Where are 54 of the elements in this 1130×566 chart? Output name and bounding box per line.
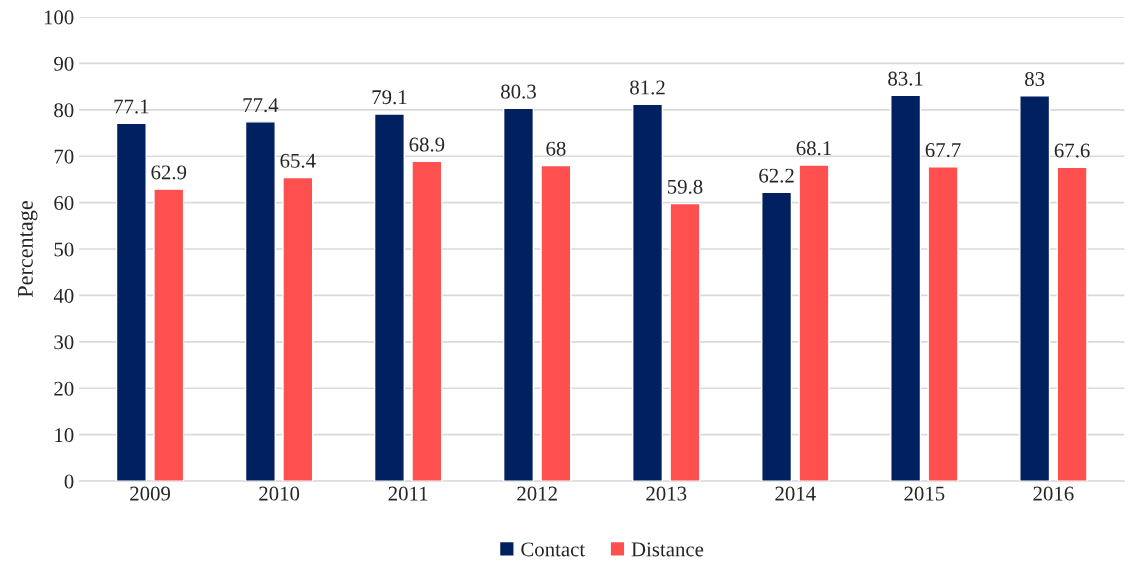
x-tick-label: 2011 (388, 486, 428, 501)
bar (1019, 95, 1051, 482)
data-label: 62.9 (151, 165, 187, 180)
y-tick-label: 50 (54, 242, 74, 257)
bar (244, 121, 276, 482)
bar (890, 94, 922, 482)
data-label: 79.1 (372, 90, 407, 105)
bar (1056, 166, 1088, 482)
data-label: 67.6 (1054, 143, 1090, 158)
y-tick-label: 90 (54, 56, 74, 71)
data-label: 77.1 (114, 99, 149, 114)
y-tick-label: 60 (54, 196, 74, 211)
data-label: 68.1 (796, 141, 831, 156)
x-tick-label: 2012 (517, 486, 557, 501)
x-tick-label: 2016 (1033, 486, 1074, 501)
x-tick-label: 2015 (904, 486, 945, 501)
bar (153, 188, 185, 482)
x-tick-label: 2010 (259, 486, 300, 501)
y-tick-label: 10 (55, 428, 74, 443)
y-tick-label: 80 (54, 103, 74, 118)
bar (540, 164, 572, 482)
data-label: 67.7 (925, 143, 961, 158)
bar (927, 166, 959, 482)
y-axis-title: Percentage (18, 201, 38, 298)
bar (761, 191, 793, 482)
data-label: 83.1 (888, 71, 923, 86)
y-tick-label: 20 (54, 381, 74, 396)
data-label: 65.4 (280, 153, 316, 168)
bar (502, 107, 535, 482)
y-tick-label: 30 (54, 335, 74, 350)
bar (282, 176, 314, 482)
bar (632, 103, 664, 482)
x-tick-label: 2009 (130, 486, 171, 501)
y-tick-label: 100 (44, 10, 74, 25)
data-label: 77.4 (243, 98, 279, 113)
bar (411, 160, 443, 482)
data-label: 62.2 (759, 168, 794, 183)
bar (669, 202, 701, 482)
y-tick-label: 40 (53, 288, 74, 303)
x-tick-label: 2014 (775, 486, 816, 501)
bar (373, 113, 405, 482)
data-label: 81.2 (630, 80, 665, 95)
data-label: 80.3 (501, 84, 536, 99)
data-label: 68.9 (409, 137, 445, 152)
data-label: 59.8 (667, 179, 703, 194)
data-label: 83 (1025, 72, 1045, 87)
data-label: 68 (546, 141, 566, 156)
y-tick-label: 0 (64, 474, 74, 489)
y-tick-label: 70 (54, 149, 74, 164)
legend-label: Distance (631, 542, 704, 557)
bar (115, 122, 147, 482)
legend-label: Contact (521, 542, 586, 557)
x-tick-label: 2013 (646, 486, 687, 501)
bar (798, 164, 830, 482)
